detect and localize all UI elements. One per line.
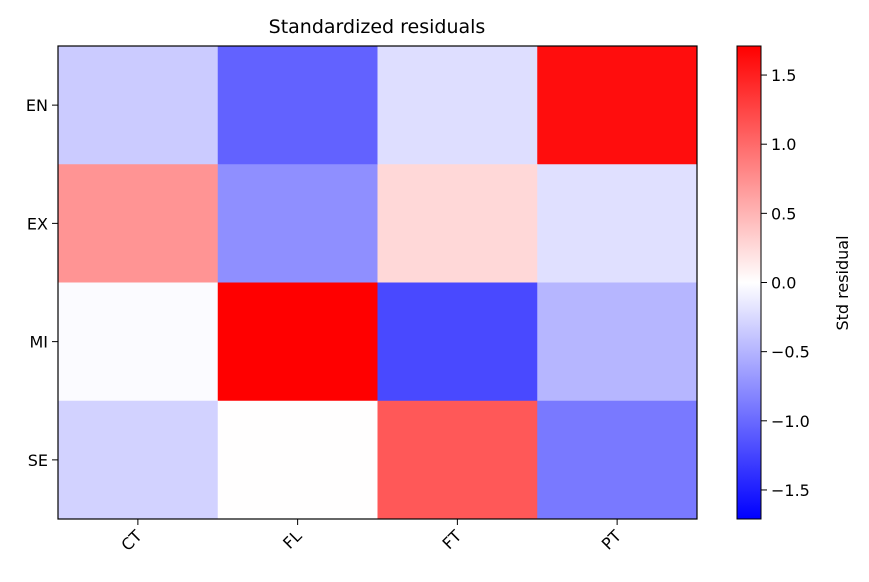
x-axis: CT FL FT PT — [117, 519, 625, 555]
heatmap-cell-ex-ft — [377, 164, 538, 283]
x-tick-label: FL — [279, 526, 305, 552]
heatmap-cell-ex-pt — [537, 164, 698, 283]
x-tick-label: PT — [598, 526, 625, 553]
colorbar — [736, 45, 762, 520]
heatmap-cell-se-ft — [377, 400, 538, 520]
colorbar-tick-label: 1.5 — [771, 66, 796, 85]
heatmap-cell-mi-ft — [377, 282, 538, 402]
chart-title: Standardized residuals — [269, 16, 486, 38]
plot-frame — [57, 45, 698, 520]
colorbar-tick-label: 1.0 — [771, 135, 796, 154]
colorbar-tick-label: 0.5 — [771, 204, 796, 223]
heatmap-cell-se-pt — [537, 400, 698, 520]
x-tick-label: CT — [117, 526, 145, 554]
y-tick-label: EX — [27, 214, 48, 233]
colorbar-tick-label: −1.5 — [771, 481, 810, 500]
x-tick-label: FT — [439, 526, 466, 553]
colorbar-tick-label: 0.0 — [771, 274, 796, 293]
heatmap-cells — [58, 46, 698, 520]
y-tick-label: EN — [26, 96, 48, 115]
heatmap-cell-en-fl — [217, 46, 378, 165]
colorbar-tick-label: −0.5 — [771, 343, 810, 362]
colorbar-tick-label: −1.0 — [771, 412, 810, 431]
y-axis: EN EX MI SE — [26, 96, 58, 470]
heatmap-cell-en-ft — [377, 46, 538, 165]
heatmap-cell-mi-ct — [58, 282, 219, 402]
heatmap-cell-ex-ct — [58, 164, 219, 283]
y-tick-label: MI — [29, 333, 48, 352]
heatmap-cell-en-pt — [537, 46, 698, 165]
colorbar-label: Std residual — [833, 235, 852, 330]
heatmap-cell-ex-fl — [217, 164, 378, 283]
colorbar-axis: −1.5 −1.0 −0.5 0.0 0.5 1.0 1.5 — [761, 66, 810, 500]
heatmap-cell-se-fl — [217, 400, 378, 520]
heatmap-cell-mi-fl — [217, 282, 378, 402]
y-tick-label: SE — [28, 451, 48, 470]
heatmap-cell-mi-pt — [537, 282, 698, 402]
heatmap-cell-se-ct — [58, 400, 219, 520]
heatmap-cell-en-ct — [58, 46, 219, 165]
